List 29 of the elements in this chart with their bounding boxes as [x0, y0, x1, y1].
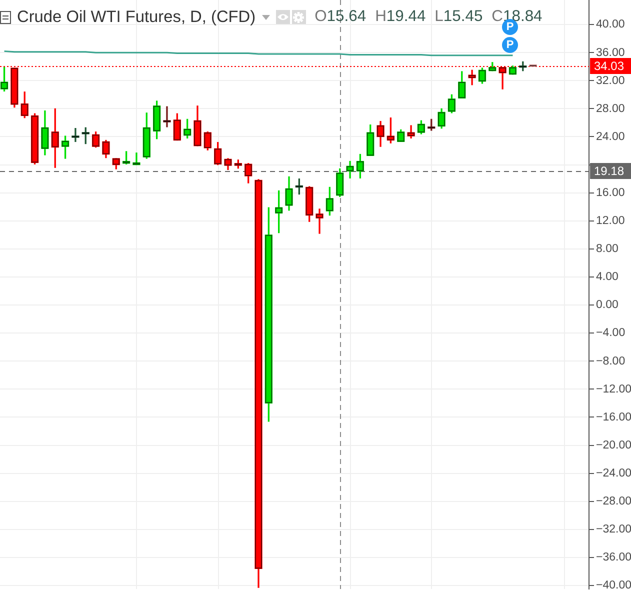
- y-tick-label: 32.00: [596, 74, 625, 87]
- ref-line-label: 19.18: [594, 164, 624, 178]
- y-tick-label: 0.00: [596, 299, 618, 312]
- letter-badge-icon: P: [502, 37, 518, 53]
- candlestick: [132, 152, 140, 166]
- y-tick-label: 28.00: [596, 102, 625, 115]
- candlestick: [72, 128, 80, 142]
- y-tick-label: −16.00: [596, 411, 631, 424]
- candlestick: [316, 208, 324, 234]
- y-tick-label: −4.00: [596, 327, 626, 340]
- y-tick-label: −32.00: [596, 524, 631, 536]
- y-tick-label: 8.00: [596, 243, 618, 256]
- y-tick-label: −36.00: [596, 552, 631, 564]
- y-tick-label: −12.00: [596, 383, 631, 396]
- y-tick-label: −28.00: [596, 496, 631, 508]
- y-tick-label: −24.00: [596, 467, 631, 480]
- text: Crude Oil WTI Futures, D, (CFD): [17, 8, 256, 26]
- y-tick-label: 16.00: [596, 187, 625, 199]
- ref-line-label: 34.03: [594, 58, 624, 73]
- candlestick: [468, 70, 476, 86]
- y-tick-label: −8.00: [596, 355, 626, 368]
- y-tick-label: −20.00: [596, 439, 631, 452]
- y-tick-label: 12.00: [596, 215, 625, 228]
- y-tick-label: 4.00: [596, 271, 618, 284]
- y-tick-label: −40.00: [596, 580, 631, 592]
- y-tick-label: 36.00: [596, 46, 625, 59]
- candlestick: [163, 106, 171, 128]
- y-tick-label: 24.00: [596, 130, 625, 143]
- y-tick-label: 40.00: [596, 18, 625, 31]
